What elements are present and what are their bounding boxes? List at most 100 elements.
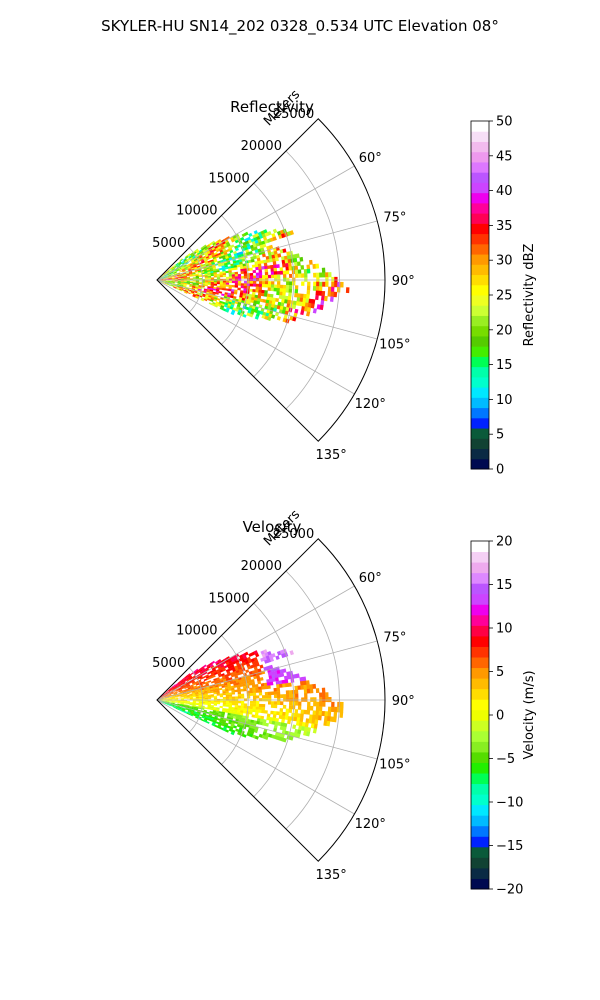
data-cell	[199, 670, 204, 674]
data-cell	[243, 288, 247, 292]
colorbar-segment	[471, 397, 489, 409]
data-cell	[219, 300, 223, 304]
data-cell	[201, 673, 205, 677]
data-cell	[216, 277, 221, 280]
data-cell	[270, 287, 275, 292]
data-cell	[198, 275, 203, 278]
data-cell	[177, 700, 182, 702]
data-cell	[273, 264, 277, 269]
data-cell	[213, 700, 218, 703]
data-cell	[239, 714, 243, 718]
data-cell	[191, 681, 196, 684]
colorbar-tick-label: 5	[496, 665, 504, 680]
data-cell	[241, 297, 246, 302]
data-cell	[225, 692, 230, 696]
data-cell	[183, 280, 188, 282]
data-cell	[225, 307, 230, 311]
data-cell	[213, 695, 218, 698]
data-cell	[292, 673, 297, 679]
data-cell	[246, 243, 251, 247]
data-cell	[162, 278, 166, 280]
data-cell	[161, 694, 164, 697]
data-cell	[306, 294, 310, 299]
data-cell	[252, 689, 257, 694]
data-cell	[209, 663, 214, 668]
data-cell	[313, 697, 317, 702]
data-cell	[162, 695, 166, 698]
data-cell	[189, 275, 193, 277]
data-cell	[186, 281, 191, 284]
data-cell	[170, 271, 174, 274]
data-cell	[264, 274, 269, 279]
data-cell	[177, 276, 181, 278]
data-cell	[267, 287, 272, 291]
data-cell	[234, 267, 238, 271]
data-cell	[195, 282, 200, 285]
data-cell	[211, 716, 215, 719]
data-cell	[176, 286, 180, 289]
data-cell	[264, 685, 268, 690]
data-cell	[178, 289, 182, 292]
data-cell	[183, 678, 187, 682]
data-cell	[270, 264, 274, 269]
data-cell	[184, 260, 188, 263]
data-cell	[180, 698, 185, 700]
data-cell	[286, 693, 290, 698]
data-cell	[230, 291, 235, 294]
data-cell	[183, 276, 187, 278]
data-cell	[169, 689, 173, 692]
data-cell	[192, 714, 197, 717]
data-cell	[175, 688, 179, 691]
data-cell	[168, 698, 173, 700]
data-cell	[239, 681, 243, 685]
data-cell	[222, 691, 226, 694]
data-cell	[166, 691, 170, 694]
data-cell	[167, 692, 171, 695]
data-cell	[325, 692, 329, 698]
data-cell	[162, 696, 166, 698]
data-cell	[188, 675, 192, 678]
data-cell	[267, 265, 271, 269]
data-cell	[179, 288, 183, 290]
data-cell	[303, 709, 308, 715]
data-cell	[177, 680, 181, 684]
data-cell	[304, 693, 308, 698]
data-cell	[247, 665, 252, 670]
data-cell	[253, 650, 259, 655]
data-cell	[188, 681, 193, 685]
data-cell	[312, 683, 317, 689]
data-cell	[277, 673, 282, 678]
data-cell	[190, 687, 195, 690]
data-cell	[216, 725, 221, 729]
data-cell	[274, 731, 280, 737]
data-cell	[185, 689, 189, 692]
data-cell	[262, 236, 268, 241]
data-cell	[306, 289, 311, 295]
data-cell	[285, 288, 290, 293]
data-cell	[181, 261, 185, 264]
data-cell	[327, 711, 332, 717]
data-cell	[195, 683, 200, 686]
data-cell	[204, 271, 208, 274]
data-cell	[201, 680, 206, 684]
data-cell	[218, 674, 223, 678]
data-cell	[207, 697, 212, 700]
data-cell	[240, 707, 244, 711]
data-cell	[261, 704, 266, 708]
data-cell	[295, 673, 300, 679]
data-cell	[213, 283, 218, 286]
data-cell	[250, 297, 255, 301]
data-cell	[228, 284, 233, 288]
data-cell	[283, 722, 288, 728]
data-cell	[202, 263, 206, 267]
data-cell	[195, 682, 199, 685]
data-cell	[286, 671, 291, 676]
data-cell	[294, 261, 298, 267]
data-cell	[195, 702, 200, 705]
data-cell	[204, 274, 209, 277]
data-cell	[180, 698, 185, 699]
data-cell	[165, 275, 169, 277]
data-cell	[319, 304, 324, 311]
data-cell	[175, 268, 179, 271]
